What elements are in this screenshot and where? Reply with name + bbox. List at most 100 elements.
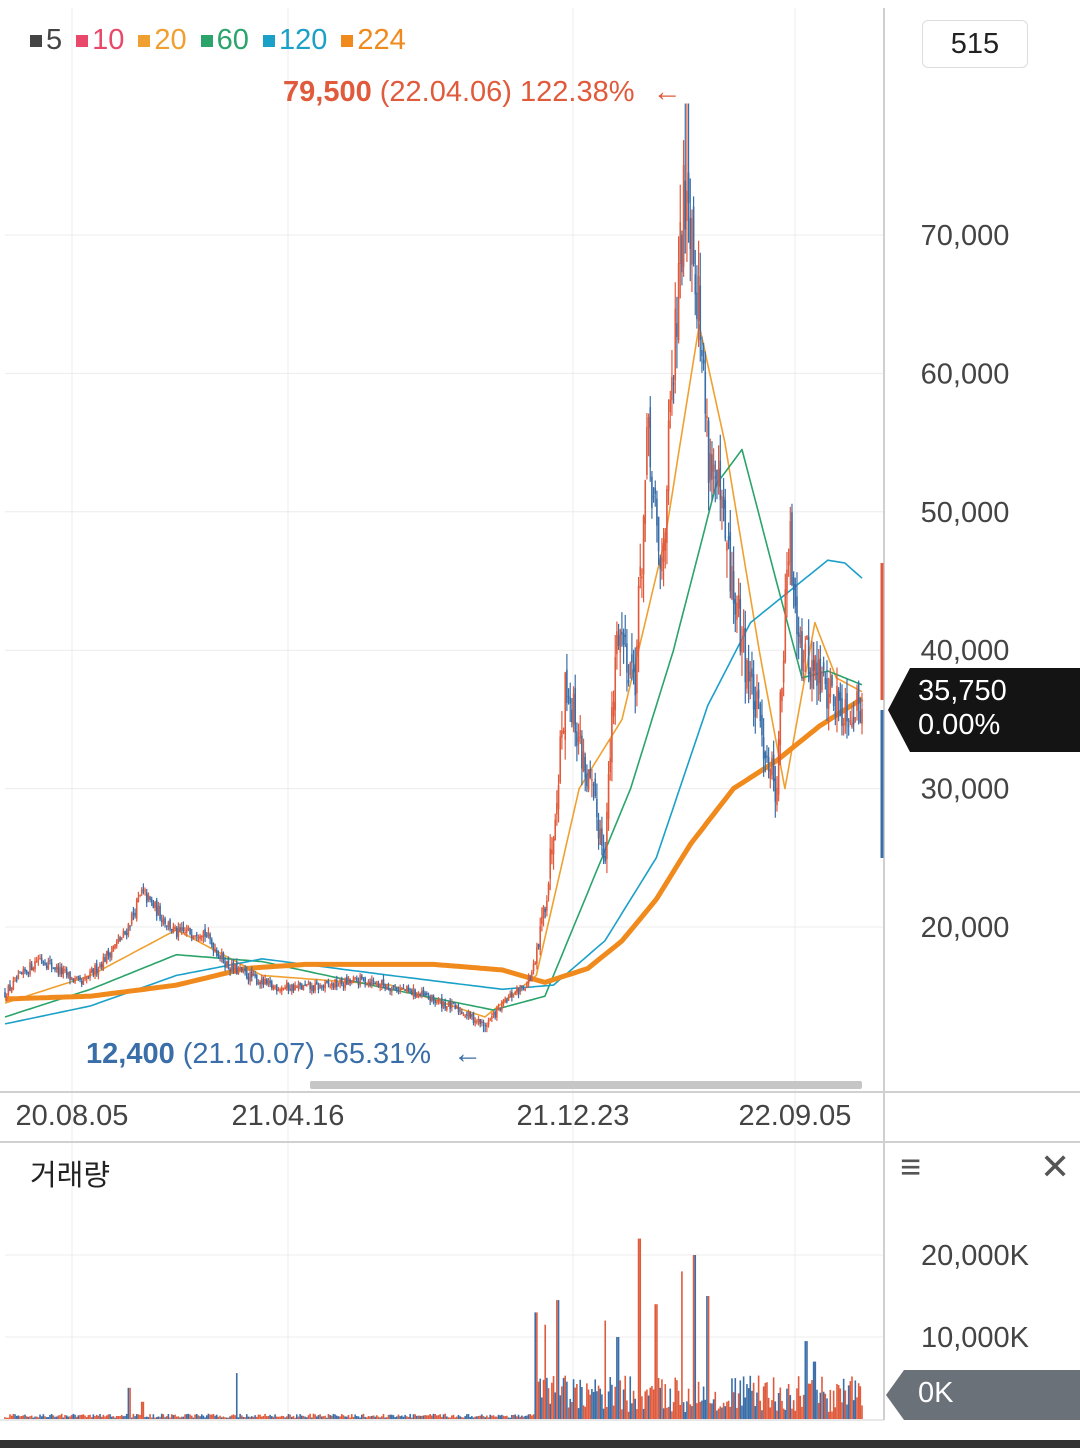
candle: [25, 969, 28, 976]
candle: [332, 982, 335, 990]
volume-bar: [75, 1416, 78, 1419]
candle-body: [524, 989, 527, 991]
volume-bar: [817, 1402, 820, 1419]
volume-bar: [109, 1414, 111, 1419]
volume-bar: [180, 1416, 183, 1419]
candle: [182, 921, 185, 933]
volume-bar: [611, 1384, 613, 1419]
candle: [694, 249, 697, 316]
candle-body: [215, 949, 218, 956]
candle-body: [576, 731, 578, 747]
volume-bar: [89, 1414, 91, 1419]
candle-body: [270, 981, 273, 989]
candle: [507, 994, 510, 1002]
candle: [189, 927, 191, 936]
candle: [187, 925, 190, 932]
candle: [449, 998, 451, 1013]
candle: [719, 434, 722, 522]
volume-bar: [14, 1414, 16, 1419]
candle-body: [769, 769, 772, 779]
legend-item-224[interactable]: 224: [341, 24, 406, 57]
candle: [516, 985, 518, 996]
candle-body: [464, 1015, 466, 1017]
candle-body: [774, 778, 777, 802]
candle: [170, 928, 173, 934]
volume-bar: [167, 1413, 170, 1419]
candle-body: [129, 926, 131, 928]
volume-bar: [809, 1383, 812, 1419]
candle-body: [42, 961, 45, 963]
candle: [579, 715, 582, 745]
candle-body: [779, 692, 782, 746]
candle-body: [674, 308, 677, 381]
volume-bar: [556, 1300, 558, 1419]
candle: [562, 727, 565, 735]
candle-body: [147, 894, 150, 901]
candle-body: [681, 234, 683, 273]
volume-bar: [259, 1414, 261, 1419]
candle-body: [722, 496, 725, 509]
volume-bar: [482, 1416, 485, 1419]
volume-bar: [264, 1413, 266, 1419]
volume-bar: [612, 1405, 615, 1419]
legend-item-120[interactable]: 120: [262, 24, 328, 57]
candle-body: [159, 905, 161, 920]
candle: [144, 887, 146, 896]
volume-bar: [164, 1417, 166, 1419]
legend-item-5[interactable]: 5: [30, 24, 62, 57]
period-count-box[interactable]: 515: [922, 20, 1028, 68]
candle-body: [602, 848, 605, 858]
candle: [451, 999, 453, 1012]
high-date: (22.04.06): [379, 76, 512, 108]
volume-bar: [387, 1414, 390, 1419]
volume-bar: [204, 1417, 206, 1419]
volume-bar: [67, 1416, 70, 1419]
legend-item-10[interactable]: 10: [76, 24, 124, 57]
legend-label: 120: [278, 24, 328, 56]
candle: [576, 722, 578, 762]
volume-bar: [686, 1401, 688, 1419]
volume-bar: [547, 1388, 550, 1419]
candle: [376, 980, 378, 988]
candle-body: [541, 916, 543, 925]
menu-icon[interactable]: ≡: [900, 1146, 922, 1187]
candle: [767, 747, 770, 779]
volume-bar: [279, 1416, 281, 1419]
volume-bar: [305, 1417, 308, 1419]
volume-bar: [100, 1416, 103, 1419]
candle: [626, 628, 628, 692]
volume-bar: [104, 1416, 106, 1419]
candle: [722, 478, 725, 522]
legend-item-60[interactable]: 60: [200, 24, 249, 57]
candle-body: [284, 986, 286, 989]
candle-body: [776, 787, 778, 806]
candle: [664, 528, 667, 569]
candle: [40, 954, 43, 965]
candle-body: [717, 468, 720, 487]
candle-body: [184, 932, 186, 934]
volume-bar: [242, 1416, 245, 1419]
candle: [55, 963, 58, 973]
legend-item-20[interactable]: 20: [138, 24, 187, 57]
candle: [822, 656, 825, 677]
volume-bar: [60, 1413, 63, 1419]
ma-line-120: [4, 559, 863, 1025]
legend-label: 5: [46, 24, 63, 56]
volume-bar: [434, 1413, 436, 1419]
candle-body: [834, 711, 837, 717]
candle-body: [339, 979, 341, 985]
candle-body: [474, 1020, 476, 1023]
close-icon[interactable]: ✕: [1040, 1146, 1071, 1187]
candle: [199, 933, 201, 942]
candle: [352, 975, 355, 984]
candle-body: [666, 489, 668, 543]
candle: [789, 506, 792, 586]
volume-bar: [94, 1416, 96, 1419]
candle-body: [421, 991, 423, 995]
candle: [285, 979, 288, 991]
volume-bar: [37, 1417, 40, 1419]
candle-body: [404, 989, 406, 991]
candle-body: [180, 927, 183, 931]
